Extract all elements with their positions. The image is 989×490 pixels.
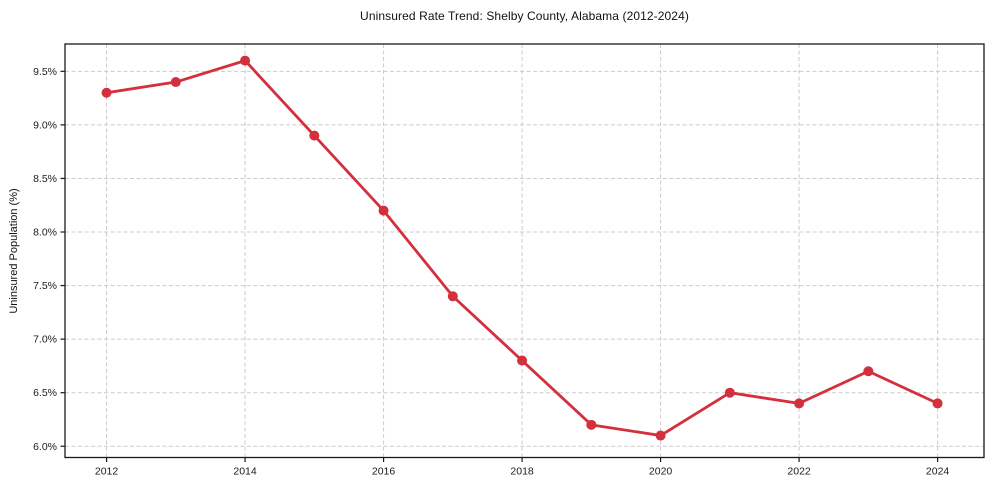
y-tick-label: 7.0% (33, 334, 57, 346)
data-point (517, 355, 528, 366)
data-point (586, 419, 597, 430)
y-tick-label: 9.0% (33, 119, 57, 131)
data-point (655, 430, 666, 441)
data-point (240, 55, 251, 66)
data-point (794, 398, 805, 409)
y-tick-label: 6.5% (33, 387, 57, 399)
x-tick-label: 2024 (926, 466, 950, 478)
x-tick-label: 2018 (510, 466, 534, 478)
data-point (863, 366, 874, 377)
y-tick-label: 7.5% (33, 280, 57, 292)
x-tick-label: 2020 (649, 466, 673, 478)
chart-title: Uninsured Rate Trend: Shelby County, Ala… (360, 9, 689, 23)
data-point (932, 398, 943, 409)
x-tick-label: 2012 (95, 466, 119, 478)
plot-frame (64, 43, 985, 459)
y-tick-label: 9.5% (33, 66, 57, 78)
data-point (447, 291, 458, 302)
y-tick-label: 8.0% (33, 227, 57, 239)
data-point (309, 130, 320, 141)
x-tick-label: 2016 (372, 466, 396, 478)
data-point (101, 87, 112, 98)
x-tick-label: 2022 (787, 466, 811, 478)
y-tick-label: 6.0% (33, 441, 57, 453)
data-point (378, 205, 389, 216)
x-tick-label: 2014 (233, 466, 257, 478)
data-point (170, 77, 181, 88)
y-tick-label: 8.5% (33, 173, 57, 185)
data-point (724, 387, 735, 398)
